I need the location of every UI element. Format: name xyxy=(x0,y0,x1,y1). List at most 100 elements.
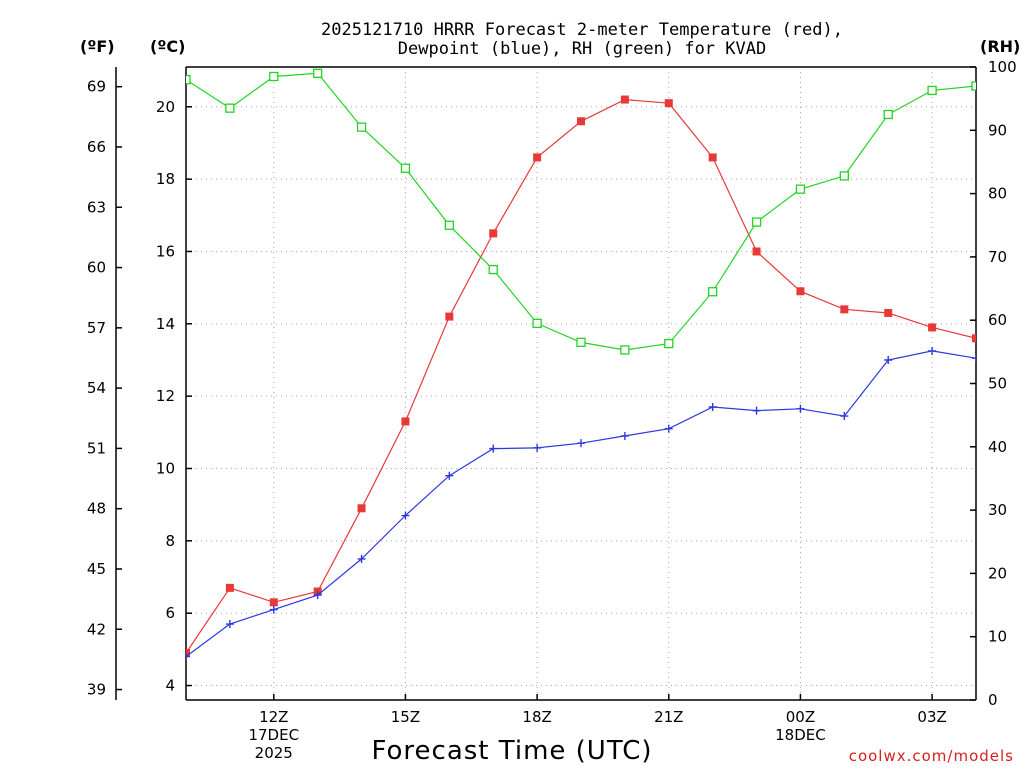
temperature-point xyxy=(445,312,454,321)
celsius-tick-label: 4 xyxy=(165,677,175,695)
dewpoint-point xyxy=(796,404,805,413)
rh-point xyxy=(488,264,498,275)
dewpoint-point xyxy=(445,471,454,480)
x-tick-label: 15Z xyxy=(391,708,420,726)
celsius-tick-label: 20 xyxy=(156,98,175,116)
rh-point xyxy=(751,217,762,227)
dewpoint-point xyxy=(884,355,893,364)
fahrenheit-tick-label: 60 xyxy=(87,259,106,277)
rh-point xyxy=(532,318,542,329)
temperature-line xyxy=(186,98,976,654)
temperature-point xyxy=(357,504,366,513)
fahrenheit-tick-label: 51 xyxy=(87,439,106,457)
dewpoint-point xyxy=(708,403,717,412)
dewpoint-point xyxy=(577,439,585,448)
fahrenheit-tick-label: 66 xyxy=(87,138,106,156)
rh-unit-label: (RH) xyxy=(980,37,1020,56)
temperature-point xyxy=(708,153,717,162)
dewpoint-point xyxy=(186,652,190,661)
temperature-point xyxy=(796,287,805,296)
x-tick-label: 12Z xyxy=(259,708,288,726)
rh-point xyxy=(708,287,718,297)
dewpoint-point xyxy=(401,511,410,520)
rh-point xyxy=(839,171,849,181)
rh-tick-label: 90 xyxy=(988,121,1007,139)
rh-point xyxy=(576,337,586,348)
temperature-point xyxy=(752,247,761,256)
celsius-tick-label: 14 xyxy=(156,315,175,333)
rh-point xyxy=(186,75,191,85)
dewpoint-point xyxy=(313,591,322,600)
dewpoint-point xyxy=(840,412,849,421)
chart-title-line-2: Dewpoint (blue), RH (green) for KVAD xyxy=(398,39,766,59)
rh-point xyxy=(620,345,630,355)
rh-tick-label: 100 xyxy=(988,58,1017,76)
temperature-point xyxy=(225,583,234,592)
temperature-point xyxy=(928,323,937,332)
rh-line xyxy=(186,72,976,351)
rh-point xyxy=(225,103,235,113)
temperature-point xyxy=(533,153,542,162)
celsius-tick-label: 16 xyxy=(156,242,175,260)
dewpoint-point xyxy=(620,431,629,440)
temperature-point xyxy=(186,648,190,657)
celsius-tick-label: 10 xyxy=(156,460,175,478)
dewpoint-point xyxy=(489,444,498,453)
x-axis-label: Forecast Time (UTC) xyxy=(371,736,652,766)
rh-point xyxy=(664,338,674,349)
temperature-point xyxy=(489,229,498,238)
series-dewpoint xyxy=(186,346,976,661)
dewpoint-point xyxy=(752,406,761,415)
dewpoint-line xyxy=(186,350,976,658)
rh-point xyxy=(883,109,893,120)
fahrenheit-unit-label: (ºF) xyxy=(80,37,115,56)
fahrenheit-tick-label: 69 xyxy=(87,78,106,96)
x-tick-label: 00Z xyxy=(786,708,815,726)
x-tick-label: 18Z xyxy=(522,708,551,726)
dewpoint-point xyxy=(269,605,278,614)
series-temperature xyxy=(186,95,976,657)
series-rh xyxy=(186,68,976,355)
dewpoint-point xyxy=(225,620,234,629)
credit-text: coolwx.com/models xyxy=(849,747,1014,765)
temperature-point xyxy=(269,598,278,607)
rh-tick-label: 80 xyxy=(988,185,1007,203)
dewpoint-point xyxy=(928,346,937,355)
rh-point xyxy=(971,81,976,91)
dewpoint-point xyxy=(357,554,366,563)
rh-tick-label: 50 xyxy=(988,375,1007,393)
fahrenheit-tick-label: 48 xyxy=(87,500,106,518)
temperature-point xyxy=(884,308,893,317)
temperature-point xyxy=(664,99,673,108)
rh-point xyxy=(313,68,323,78)
x-tick-label: 17DEC xyxy=(248,726,299,744)
fahrenheit-tick-label: 57 xyxy=(87,319,106,337)
rh-tick-label: 70 xyxy=(988,248,1007,266)
rh-point xyxy=(444,220,454,230)
rh-tick-label: 10 xyxy=(988,628,1007,646)
rh-tick-label: 20 xyxy=(988,564,1007,582)
rh-tick-label: 30 xyxy=(988,501,1007,519)
celsius-tick-label: 18 xyxy=(156,170,175,188)
celsius-tick-label: 8 xyxy=(165,532,175,550)
temperature-point xyxy=(972,334,976,343)
chart-title-line-1: 2025121710 HRRR Forecast 2-meter Tempera… xyxy=(321,20,843,40)
fahrenheit-tick-label: 42 xyxy=(87,620,106,638)
data-series xyxy=(186,68,976,661)
rh-tick-label: 40 xyxy=(988,438,1007,456)
temperature-point xyxy=(401,417,410,426)
dewpoint-point xyxy=(664,424,673,433)
fahrenheit-tick-label: 54 xyxy=(87,379,106,397)
x-tick-label: 18DEC xyxy=(775,726,826,744)
rh-point xyxy=(400,163,411,173)
temperature-point xyxy=(577,117,585,126)
rh-point xyxy=(269,71,279,82)
tick-labels: 39 42 45 48 51 54 57 60 63 66 69 4 6 8 10 12 14 16 18 20 0 10… xyxy=(87,58,1017,762)
temperature-point xyxy=(840,305,849,314)
rh-point xyxy=(356,122,367,132)
axes xyxy=(115,66,977,701)
fahrenheit-tick-label: 45 xyxy=(87,560,106,578)
rh-point xyxy=(795,184,806,194)
rh-tick-label: 60 xyxy=(988,311,1007,329)
